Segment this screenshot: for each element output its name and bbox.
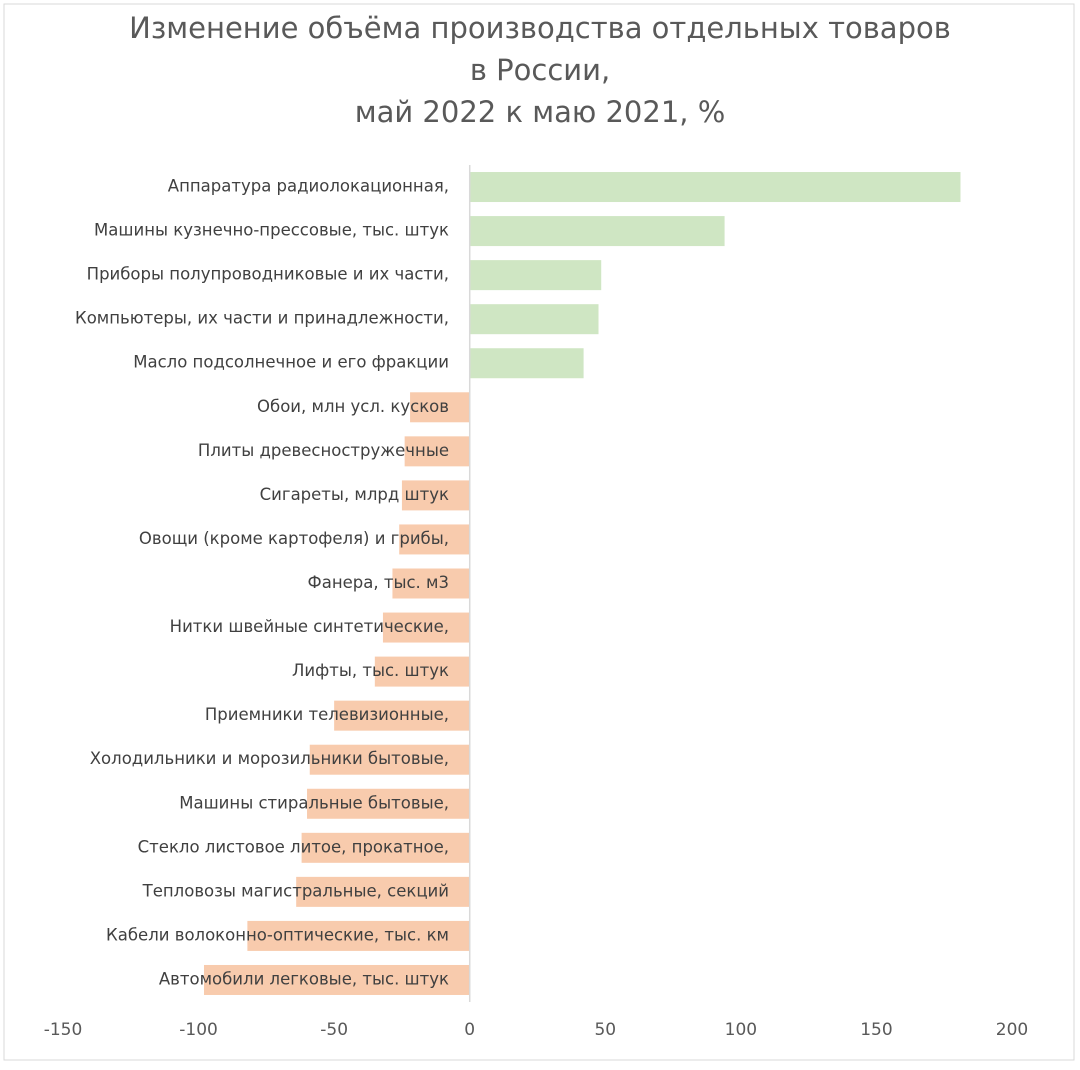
bar (392, 568, 470, 599)
bar (410, 392, 470, 423)
bar (401, 480, 470, 511)
category-label: Плиты древесностружечные (198, 441, 449, 460)
category-label: Машины кузнечно-прессовые, тыс. штук (94, 221, 449, 240)
category-label: Фанера, тыс. м3 (308, 573, 449, 592)
category-label: Нитки швейные синтетические, (170, 617, 449, 636)
category-label: Масло подсолнечное и его фракции (133, 353, 449, 372)
chart-title: в России, (470, 53, 610, 87)
bar (469, 348, 584, 379)
category-label: Приемники телевизионные, (205, 705, 449, 724)
category-label: Машины стиральные бытовые, (179, 793, 449, 812)
x-tick-label: 200 (996, 1020, 1028, 1040)
x-tick-label: 100 (725, 1020, 757, 1040)
bar (309, 744, 470, 775)
category-label: Приборы полупроводниковые и их части, (87, 265, 449, 284)
x-tick-label: -50 (320, 1020, 348, 1040)
bar (374, 656, 470, 687)
category-label: Кабели волоконно-оптические, тыс. км (106, 925, 449, 944)
bar (469, 172, 961, 203)
category-label: Стекло листовое литое, прокатное, (138, 837, 449, 856)
bar (296, 876, 470, 907)
x-tick-label: 150 (860, 1020, 892, 1040)
bar (247, 920, 470, 951)
category-label: Автомобили легковые, тыс. штук (159, 969, 449, 988)
bar (399, 524, 470, 555)
category-label: Лифты, тыс. штук (292, 661, 449, 680)
chart-title: май 2022 к маю 2021, % (355, 95, 726, 129)
bar (301, 832, 470, 863)
bar (469, 216, 725, 247)
x-tick-label: -150 (44, 1020, 83, 1040)
x-tick-label: 50 (594, 1020, 616, 1040)
bar (382, 612, 470, 643)
category-label: Аппаратура радиолокационная, (168, 177, 449, 196)
category-label: Сигареты, млрд штук (260, 485, 449, 504)
bar (469, 260, 602, 291)
bar (203, 964, 470, 995)
x-tick-label: -100 (179, 1020, 218, 1040)
bar (307, 788, 470, 819)
bar (334, 700, 470, 731)
bar (469, 304, 599, 335)
category-label: Компьютеры, их части и принадлежности, (75, 309, 449, 328)
category-label: Тепловозы магистральные, секций (142, 881, 449, 900)
x-tick-label: 0 (464, 1020, 475, 1040)
bar (404, 436, 470, 467)
category-label: Обои, млн усл. кусков (257, 397, 449, 416)
category-label: Овощи (кроме картофеля) и грибы, (139, 529, 449, 548)
category-label: Холодильники и морозильники бытовые, (90, 749, 449, 768)
chart-title: Изменение объёма производства отдельных … (129, 11, 951, 45)
